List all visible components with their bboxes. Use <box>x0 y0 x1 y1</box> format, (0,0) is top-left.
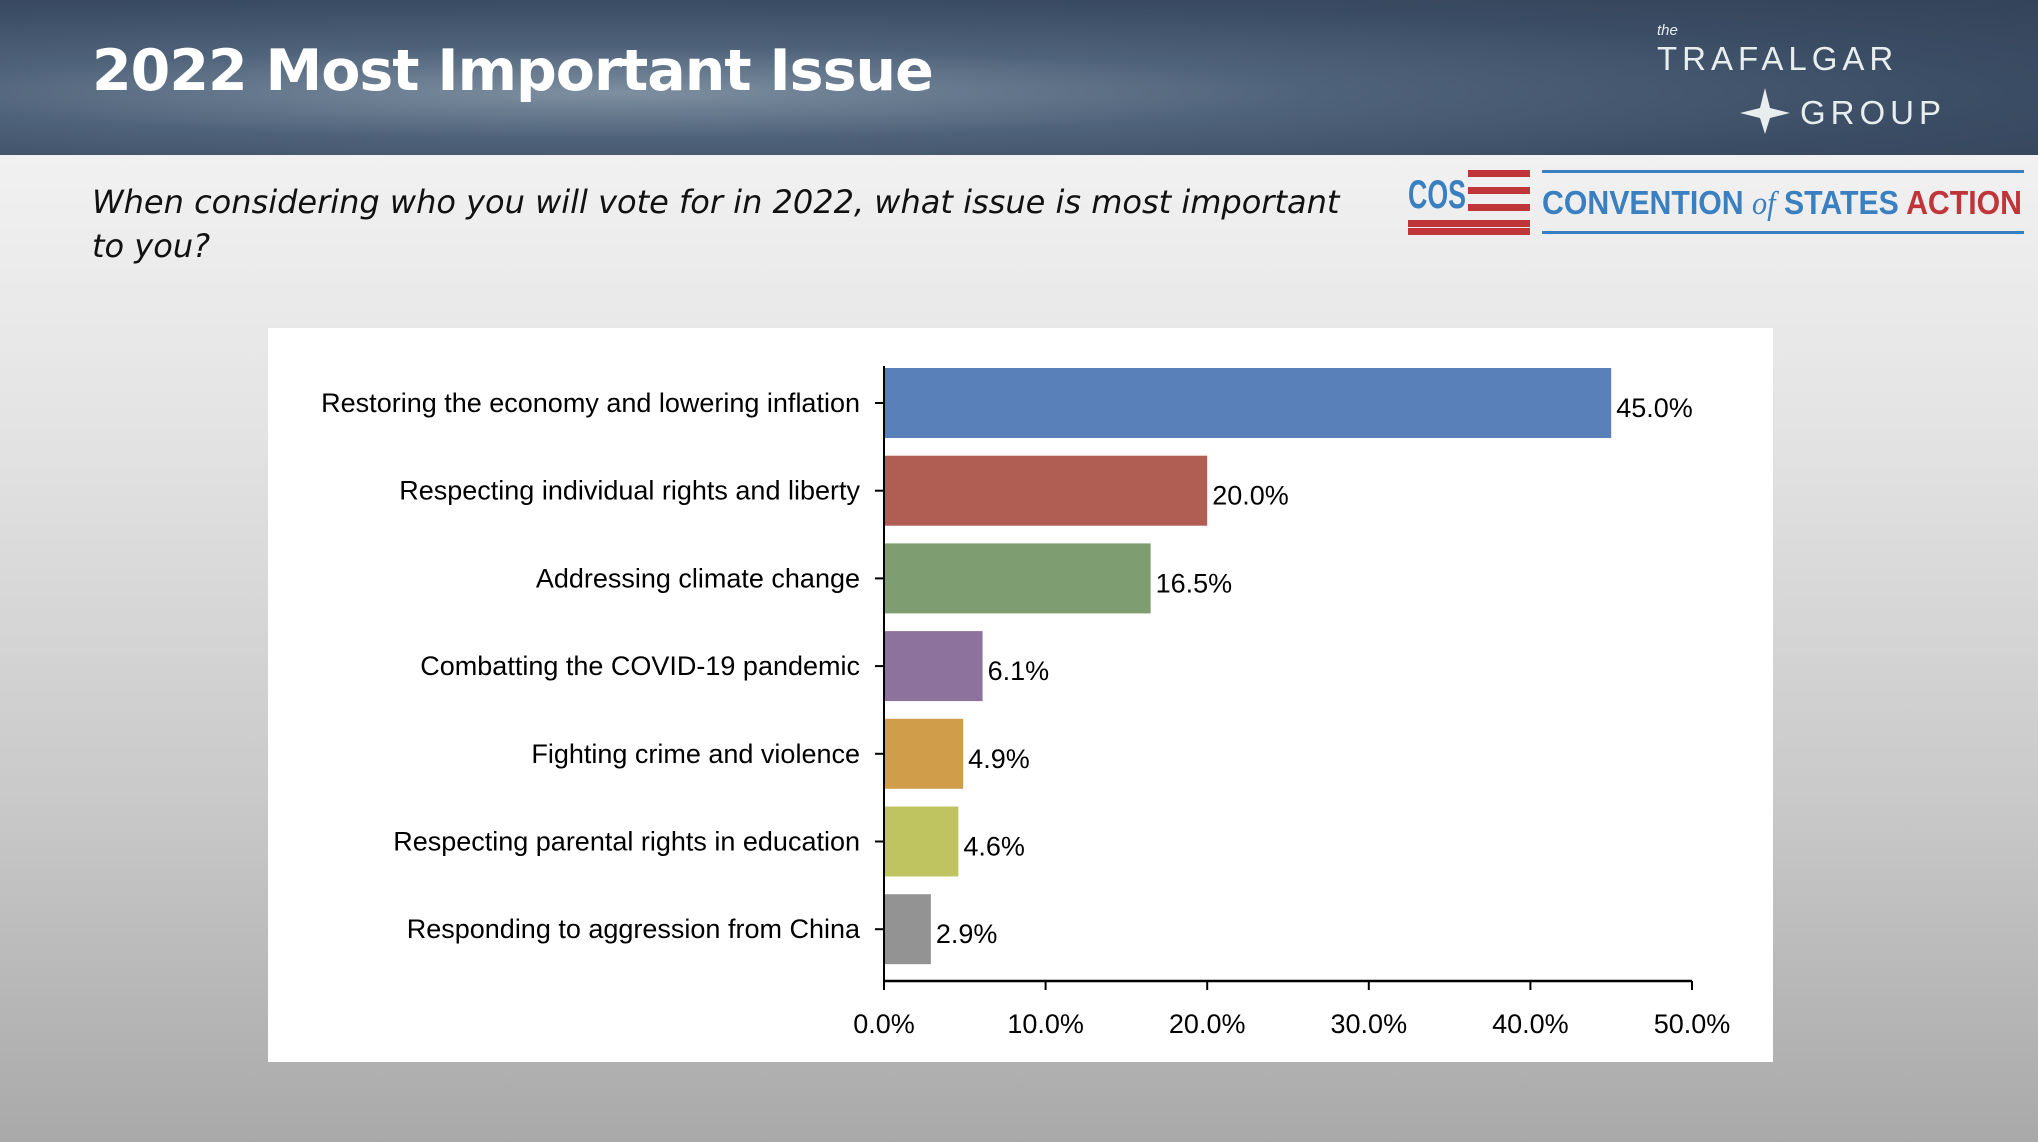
convention-of-states-logo: COS CONVENTION of STATES ACTION <box>1408 168 2024 236</box>
value-label: 6.1% <box>988 656 1050 686</box>
bar <box>884 455 1208 526</box>
value-label: 2.9% <box>936 919 998 949</box>
bar <box>884 806 959 877</box>
category-label: Respecting individual rights and liberty <box>399 476 860 506</box>
bar <box>884 631 983 702</box>
header-banner: 2022 Most Important Issue the TRAFALGAR … <box>0 0 2038 155</box>
bar <box>884 894 931 965</box>
category-label: Combatting the COVID-19 pandemic <box>420 651 860 681</box>
category-label: Addressing climate change <box>536 563 860 593</box>
x-tick-label: 20.0% <box>1169 1009 1246 1039</box>
category-label: Fighting crime and violence <box>531 739 860 769</box>
bar-chart: Restoring the economy and lowering infla… <box>321 366 1731 1039</box>
value-label: 16.5% <box>1156 568 1233 598</box>
logo-the: the <box>1657 22 1678 39</box>
x-tick-label: 10.0% <box>1007 1009 1084 1039</box>
page-title: 2022 Most Important Issue <box>92 38 934 104</box>
bar <box>884 368 1612 438</box>
value-label: 4.9% <box>968 744 1030 774</box>
cos-mark: COS <box>1408 173 1466 217</box>
x-tick-label: 50.0% <box>1654 1009 1731 1039</box>
trafalgar-group-logo: the TRAFALGAR GROUP <box>1655 20 1965 135</box>
value-label: 4.6% <box>963 832 1025 862</box>
x-tick-label: 0.0% <box>853 1009 915 1039</box>
category-label: Respecting parental rights in education <box>393 827 860 857</box>
logo-line1: TRAFALGAR <box>1657 40 1898 77</box>
x-tick-label: 30.0% <box>1331 1009 1408 1039</box>
category-label: Restoring the economy and lowering infla… <box>321 388 860 418</box>
logo-line2: GROUP <box>1800 94 1946 131</box>
chart-panel: Restoring the economy and lowering infla… <box>268 328 1773 1062</box>
category-label: Responding to aggression from China <box>407 914 861 944</box>
value-label: 45.0% <box>1616 393 1693 423</box>
bar <box>884 543 1151 614</box>
survey-question: When considering who you will vote for i… <box>92 183 1340 265</box>
cos-wordmark: CONVENTION of STATES ACTION <box>1542 184 2022 222</box>
value-label: 20.0% <box>1212 481 1289 511</box>
x-tick-label: 40.0% <box>1492 1009 1569 1039</box>
bar <box>884 718 964 789</box>
compass-star-icon <box>1740 88 1790 134</box>
